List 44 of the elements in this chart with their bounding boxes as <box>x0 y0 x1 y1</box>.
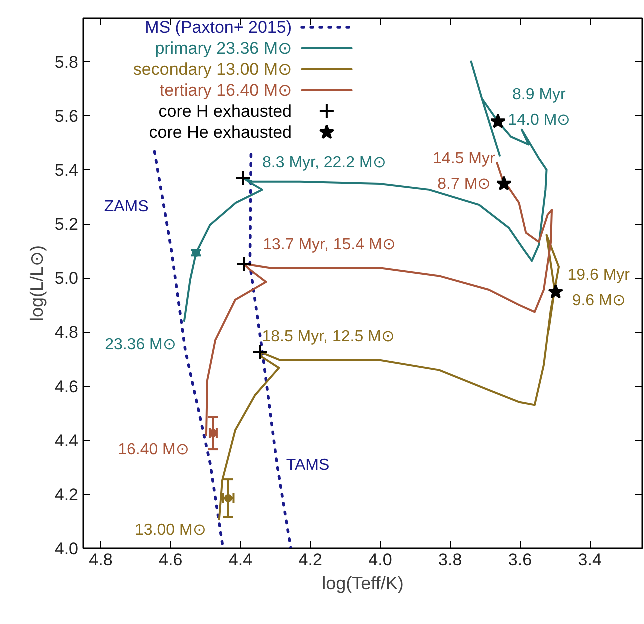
y-tick-label: 4.8 <box>54 323 79 342</box>
legend-label: core H exhausted <box>158 102 292 121</box>
annotation: ZAMS <box>104 198 149 216</box>
point <box>235 170 252 186</box>
point <box>236 256 252 272</box>
legend-label: secondary 13.00 M⊙ <box>133 60 292 79</box>
y-tick-label: 5.6 <box>54 106 79 126</box>
point <box>224 494 232 502</box>
annotation: 14.5 Myr 8.7 M⊙ <box>433 150 496 194</box>
annotation: 13.7 Myr, 15.4 M⊙ <box>263 236 396 254</box>
x-tick-label: 4.8 <box>89 550 113 570</box>
annotation: 16.40 M⊙ <box>118 442 189 459</box>
point <box>490 114 506 128</box>
legend-label: tertiary 16.40 M⊙ <box>160 81 292 100</box>
annotation: 18.5 Myr, 12.5 M⊙ <box>262 328 394 346</box>
y-tick-label: 4.4 <box>54 431 79 450</box>
y-axis-title: log(L/L⊙) <box>26 245 47 322</box>
x-tick-label: 4.0 <box>368 550 392 570</box>
x-axis-title: log(Teff/K) <box>322 574 404 594</box>
point <box>192 248 200 257</box>
point <box>548 284 564 299</box>
annotation: 8.3 Myr, 22.2 M⊙ <box>262 154 386 172</box>
x-tick-label: 3.4 <box>578 550 602 570</box>
legend-label: MS (Paxton+ 2015) <box>145 18 292 37</box>
annotation: 19.6 Myr 9.6 M⊙ <box>568 266 631 310</box>
point <box>496 176 512 191</box>
legend-label: core He exhausted <box>149 123 292 142</box>
legend-label: primary 23.36 M⊙ <box>155 39 292 58</box>
point <box>252 344 268 360</box>
annotation: TAMS <box>286 456 330 474</box>
y-tick-label: 5.4 <box>54 160 79 180</box>
annotation: 23.36 M⊙ <box>105 336 176 354</box>
annotation: 13.00 M⊙ <box>135 522 206 540</box>
y-tick-label: 5.2 <box>54 215 79 234</box>
y-tick-label: 5.0 <box>54 269 79 288</box>
x-tick-label: 4.2 <box>298 550 322 570</box>
x-tick-label: 4.4 <box>228 550 253 570</box>
x-tick-label: 3.6 <box>508 550 532 570</box>
x-tick-label: 3.8 <box>438 550 462 570</box>
x-tick-label: 4.6 <box>159 550 183 570</box>
y-tick-label: 4.6 <box>54 377 79 396</box>
annotation: 8.9 Myr 14.0 M⊙ <box>508 86 570 130</box>
y-tick-label: 4.2 <box>54 485 79 504</box>
y-tick-label: 5.8 <box>54 52 79 72</box>
